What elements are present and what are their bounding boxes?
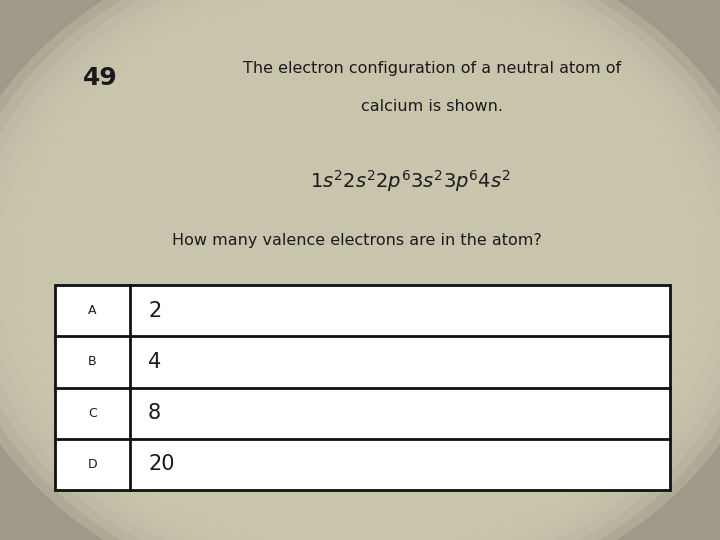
FancyBboxPatch shape [55,285,670,490]
Text: D: D [88,458,97,471]
Ellipse shape [140,90,580,450]
Ellipse shape [195,135,525,405]
Text: 8: 8 [148,403,161,423]
Text: 2: 2 [148,301,161,321]
Ellipse shape [261,189,459,351]
Ellipse shape [250,180,470,360]
Ellipse shape [74,36,646,504]
Ellipse shape [118,72,602,468]
Ellipse shape [96,54,624,486]
Ellipse shape [129,81,591,459]
Text: B: B [88,355,96,368]
Text: calcium is shown.: calcium is shown. [361,99,503,114]
Ellipse shape [151,99,569,441]
Ellipse shape [41,9,679,531]
Text: 49: 49 [84,66,118,90]
Ellipse shape [19,0,701,540]
Ellipse shape [162,108,558,432]
Ellipse shape [184,126,536,414]
Text: How many valence electrons are in the atom?: How many valence electrons are in the at… [171,233,541,248]
Ellipse shape [217,153,503,387]
Ellipse shape [85,45,635,495]
Ellipse shape [294,216,426,324]
Ellipse shape [63,27,657,513]
Text: C: C [88,407,97,420]
Ellipse shape [107,63,613,477]
Ellipse shape [8,0,712,540]
Ellipse shape [272,198,448,342]
Text: A: A [89,304,96,317]
Text: The electron configuration of a neutral atom of: The electron configuration of a neutral … [243,61,621,76]
Text: $1s^{2}2s^{2}2p^{6}3s^{2}3p^{6}4s^{2}$: $1s^{2}2s^{2}2p^{6}3s^{2}3p^{6}4s^{2}$ [310,168,510,194]
Ellipse shape [173,117,547,423]
Ellipse shape [228,162,492,378]
Text: 4: 4 [148,352,161,372]
Ellipse shape [239,171,481,369]
Text: 20: 20 [148,454,174,474]
Ellipse shape [206,144,514,396]
Ellipse shape [52,18,668,522]
Ellipse shape [283,207,437,333]
Ellipse shape [30,0,690,540]
